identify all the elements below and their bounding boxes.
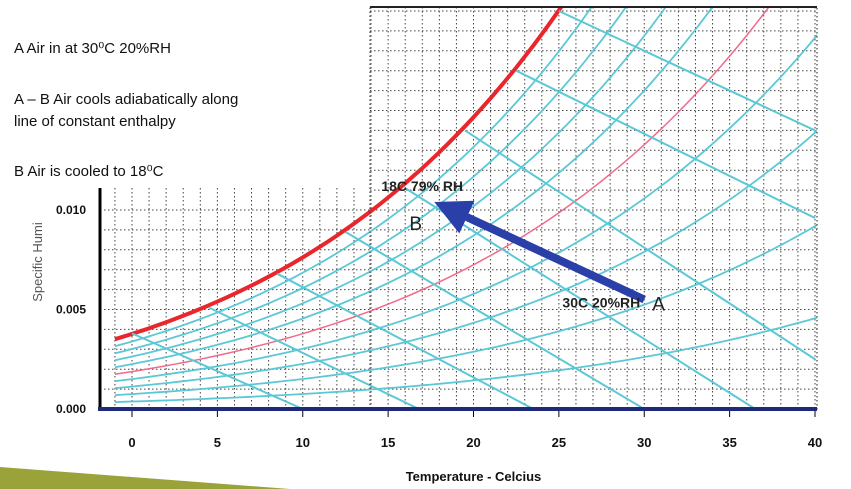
point-a-annotation: 30C 20%RH — [562, 295, 640, 311]
annotations: A B 30C 20%RH 18C 79% RH — [381, 178, 665, 316]
rh-curve — [114, 129, 817, 389]
process-arrow — [434, 200, 646, 304]
x-tick-label: 25 — [552, 435, 566, 450]
rh-curve — [114, 316, 817, 403]
x-tick-label: 40 — [808, 435, 822, 450]
rh-curve — [114, 7, 593, 348]
x-tick-label: 15 — [381, 435, 395, 450]
note-adiabatic-cooling: A – B Air cools adiabatically along — [14, 91, 239, 108]
enthalpy-line — [464, 129, 816, 361]
x-tick-label: 10 — [296, 435, 310, 450]
point-b-label: B — [409, 214, 422, 235]
x-axis-label: Temperature - Celcius — [406, 469, 542, 484]
enthalpy-line — [276, 272, 534, 409]
y-tick-label: 0.005 — [56, 303, 86, 317]
rh-curve — [114, 223, 817, 396]
rh-curve — [114, 7, 714, 369]
x-tick-label: 0 — [128, 435, 135, 450]
x-tick-label: 5 — [214, 435, 221, 450]
rh-curve — [114, 33, 817, 383]
note-constant-enthalpy: line of constant enthalpy — [14, 113, 176, 130]
axes: 0 5 10 15 20 25 30 35 40 0.000 0.005 0.010 Temperatu… — [30, 6, 822, 484]
rh-curve-highlight — [114, 7, 770, 375]
note-air-in: A Air in at 30⁰C 20%RH — [14, 40, 171, 57]
y-tick-label: 0.010 — [56, 203, 86, 217]
enthalpy-line — [558, 10, 816, 132]
point-b-annotation: 18C 79% RH — [381, 178, 463, 194]
enthalpy-line — [515, 69, 816, 219]
enthalpy-line — [131, 332, 304, 409]
saturation-curve — [114, 7, 564, 342]
x-tick-label: 35 — [722, 435, 736, 450]
curves — [114, 7, 817, 409]
enthalpy-line — [208, 306, 420, 409]
point-a-label: A — [652, 295, 665, 316]
y-tick-label: 0.000 — [56, 402, 86, 416]
grid — [100, 7, 817, 409]
x-tick-label: 20 — [466, 435, 480, 450]
note-cooled-to: B Air is cooled to 18⁰C — [14, 163, 164, 180]
x-tick-label: 30 — [637, 435, 651, 450]
y-axis-label: Specific Humi — [30, 222, 45, 302]
rh-curve — [114, 7, 628, 355]
enthalpy-line — [344, 231, 645, 409]
